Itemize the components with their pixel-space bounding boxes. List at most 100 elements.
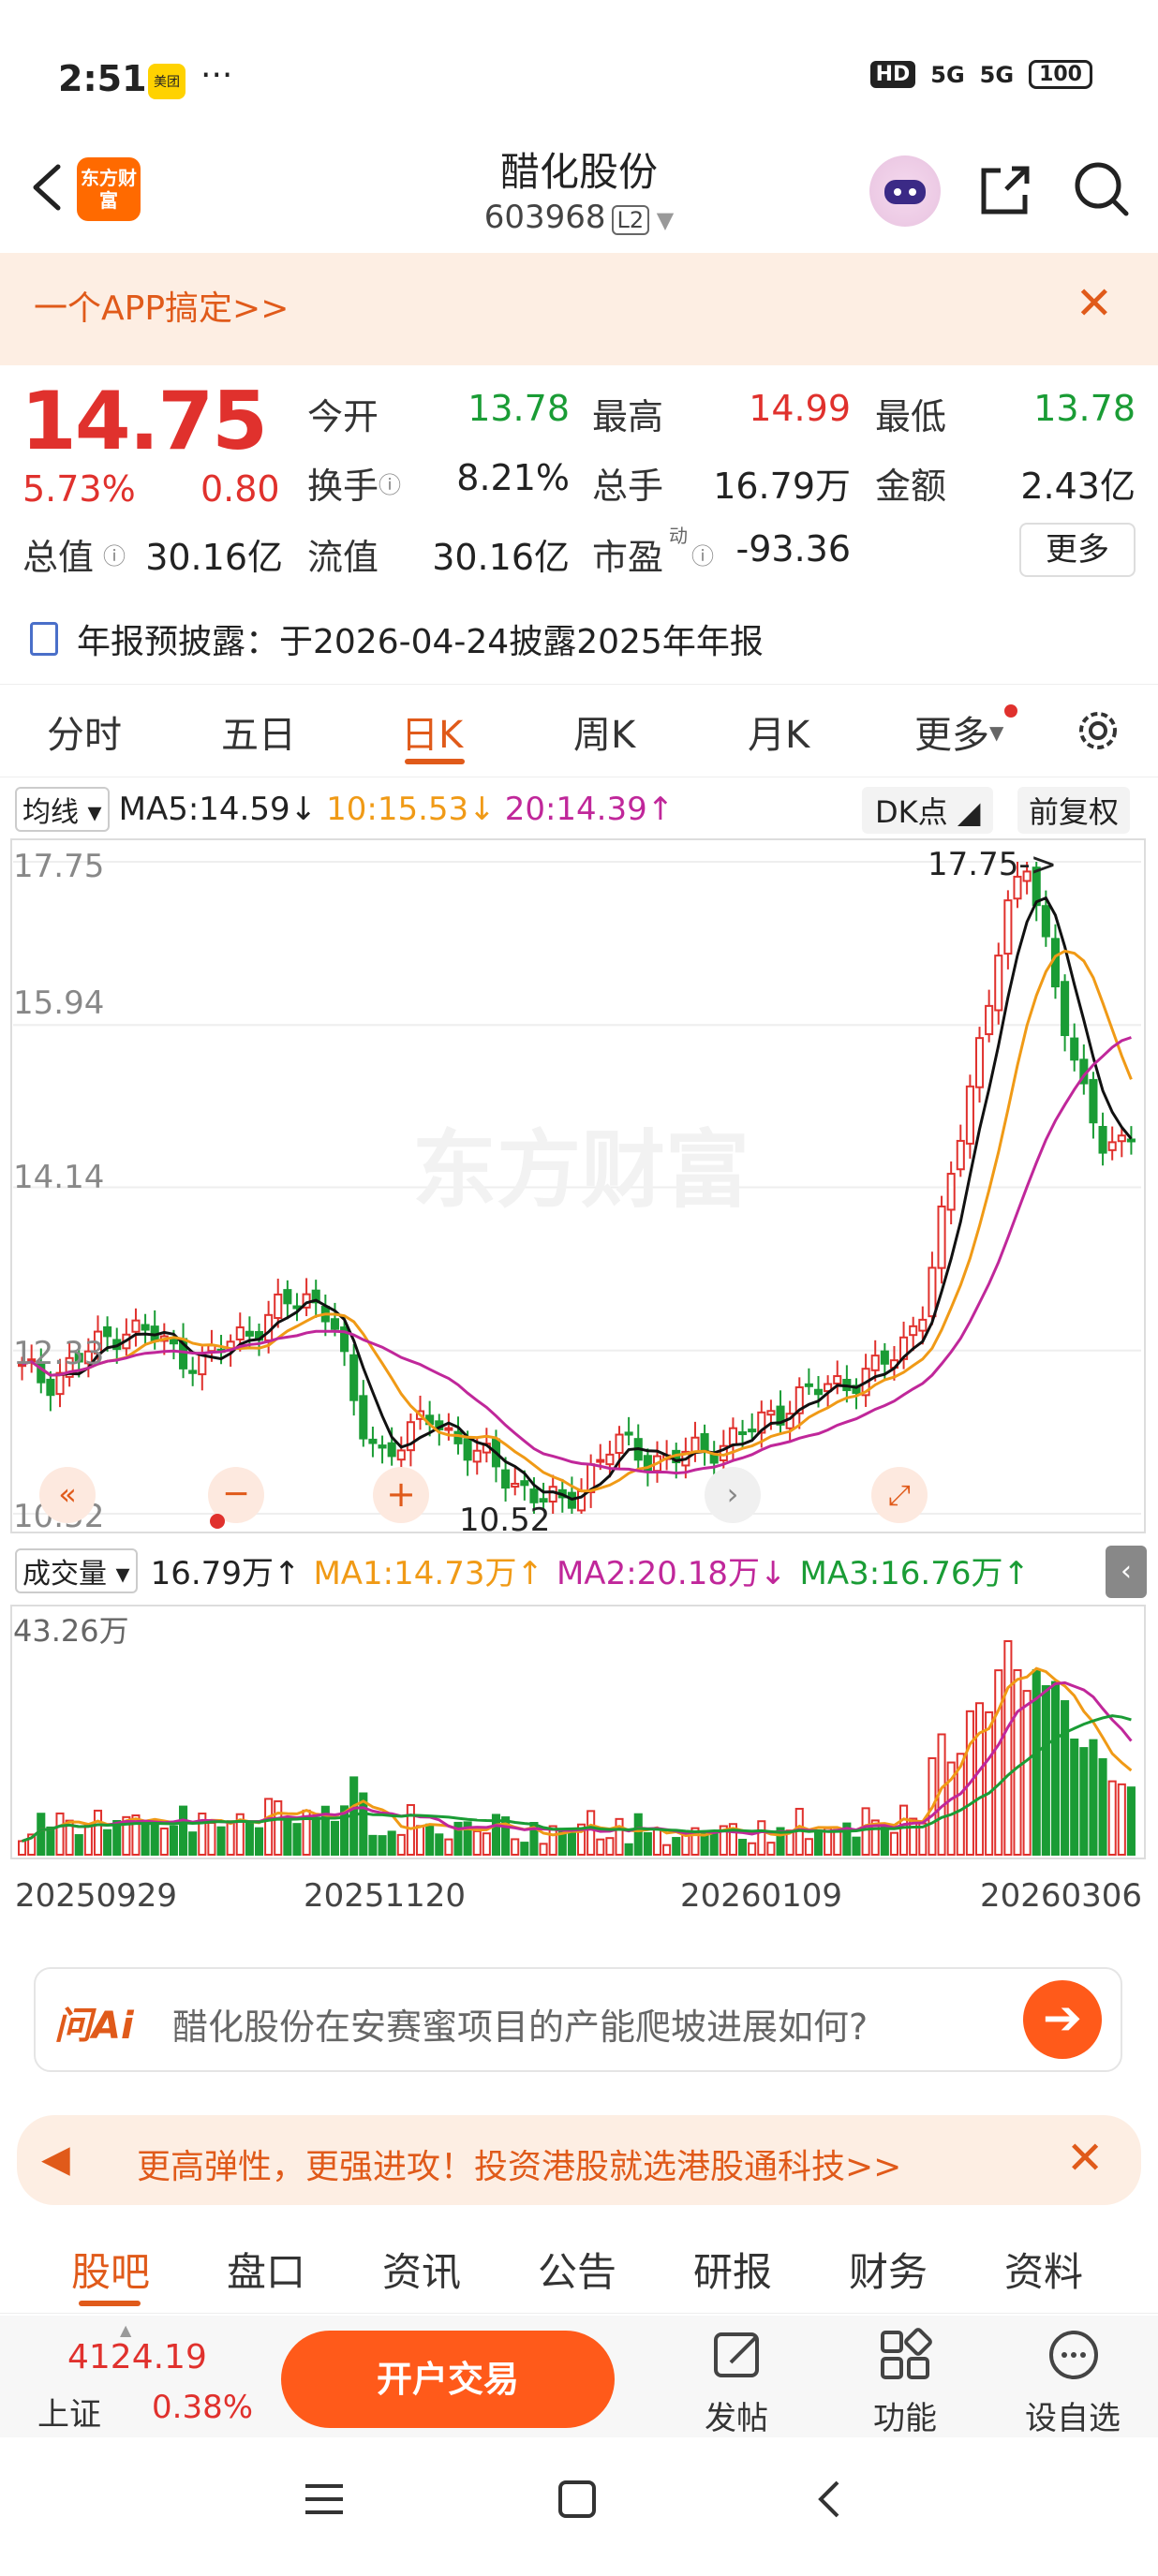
candle-body: [74, 1353, 83, 1363]
dk-point-button[interactable]: DK点 ◢: [862, 787, 994, 834]
chevron-right-icon: ›: [727, 1476, 739, 1512]
tab-monthly-k[interactable]: 月K: [748, 714, 810, 757]
info-icon[interactable]: ⓘ: [103, 543, 126, 570]
tab-announcements[interactable]: 公告: [538, 2249, 617, 2295]
tab-weekly-k[interactable]: 周K: [573, 714, 636, 757]
promo-text[interactable]: 一个APP搞定>>: [34, 289, 290, 328]
volume-bar: [1117, 1783, 1126, 1856]
arrow-right-icon[interactable]: ➔: [1023, 1980, 1102, 2059]
tab-news[interactable]: 资讯: [382, 2249, 462, 2295]
ad-text[interactable]: 更高弹性，更强进攻！投资港股就选港股通科技>>: [137, 2148, 902, 2186]
volume-bar: [320, 1805, 330, 1856]
ai-question-box[interactable]: [34, 1967, 1122, 2072]
close-icon[interactable]: ✕: [1075, 277, 1113, 330]
volume-bar: [577, 1823, 586, 1857]
candle-body: [624, 1431, 633, 1436]
y-tick-label: 14.14: [13, 1159, 104, 1196]
back-arrow-icon[interactable]: [21, 159, 77, 215]
share-icon[interactable]: [974, 159, 1036, 221]
tab-profile[interactable]: 资料: [1004, 2249, 1084, 2295]
info-icon[interactable]: ⓘ: [691, 543, 714, 570]
index-value[interactable]: 4124.19: [67, 2338, 207, 2376]
close-icon[interactable]: ✕: [1066, 2132, 1105, 2184]
info-icon[interactable]: ⓘ: [379, 472, 401, 498]
volume-bar: [359, 1792, 368, 1856]
tab-intraday[interactable]: 分时: [47, 714, 122, 757]
candle-body: [548, 1486, 557, 1503]
candle-body: [766, 1410, 776, 1416]
volume-bar: [216, 1826, 226, 1857]
search-icon[interactable]: [1070, 157, 1132, 219]
collapse-panel-button[interactable]: ‹: [1106, 1546, 1147, 1598]
candle-body: [274, 1293, 283, 1320]
candle-body: [245, 1330, 254, 1337]
back-icon[interactable]: [808, 2477, 853, 2522]
stock-code-row[interactable]: 603968 L2 ▼: [0, 199, 1158, 236]
fullscreen-button[interactable]: [871, 1467, 928, 1523]
candle-body: [918, 1318, 928, 1332]
candle-body: [406, 1421, 415, 1452]
tab-financials[interactable]: 财务: [849, 2249, 928, 2295]
volume-bar: [652, 1827, 662, 1856]
gear-icon[interactable]: [1072, 704, 1124, 757]
kline-chart[interactable]: 东方财富 17.75 15.94 14.14 12.33 10.52 17.75…: [0, 834, 1158, 1536]
volume-bar: [131, 1814, 141, 1857]
candle-body: [349, 1354, 359, 1401]
chart-frame: [10, 838, 1146, 1533]
price-adjust-button[interactable]: 前复权: [1017, 787, 1131, 834]
caret-up-icon: ▲: [120, 2321, 132, 2339]
grid-icon[interactable]: [877, 2327, 933, 2383]
logo-text: 东方财富: [81, 167, 137, 212]
volume-bar: [548, 1825, 557, 1856]
info-tabs: [0, 2220, 1158, 2314]
scroll-right-button[interactable]: [705, 1467, 761, 1523]
post-label[interactable]: 发帖: [705, 2400, 768, 2437]
add-watchlist-icon[interactable]: [1046, 2327, 1102, 2383]
annual-report-disclosure[interactable]: 年报预披露：于2026-04-24披露2025年年报: [30, 614, 764, 663]
volume-bar: [813, 1829, 824, 1857]
zoom-in-button[interactable]: [373, 1467, 429, 1523]
add-watchlist-label[interactable]: 设自选: [1025, 2400, 1121, 2437]
ad-banner[interactable]: [17, 2115, 1141, 2205]
volume-bar: [274, 1799, 283, 1856]
volume-bar: [396, 1833, 406, 1857]
scroll-left-button[interactable]: [39, 1467, 96, 1523]
indicator-select[interactable]: 均线 ▾: [15, 787, 110, 832]
volume-bar: [226, 1820, 235, 1856]
open-account-trade-button[interactable]: 开户交易: [281, 2331, 615, 2428]
document-icon: [30, 622, 58, 656]
tab-research[interactable]: 研报: [693, 2249, 773, 2295]
ai-robot-icon[interactable]: [869, 155, 941, 227]
index-name[interactable]: 上证: [37, 2396, 101, 2434]
status-more-dots: ···: [200, 56, 233, 95]
volume-bar: [103, 1828, 112, 1857]
ai-question-text[interactable]: 醋化股份在安赛蜜项目的产能爬坡进展如何?: [172, 2006, 868, 2048]
volume-bar: [159, 1828, 169, 1857]
post-icon[interactable]: [710, 2327, 766, 2383]
quote-more-button[interactable]: 更多: [1019, 523, 1136, 577]
functions-label[interactable]: 功能: [873, 2400, 937, 2437]
volume-bar: [1098, 1758, 1107, 1856]
tab-more[interactable]: 更多: [914, 714, 989, 757]
candle-body: [131, 1319, 141, 1333]
tab-orderbook[interactable]: 盘口: [227, 2249, 306, 2295]
volume-bar: [974, 1702, 985, 1856]
index-percent[interactable]: 0.38%: [152, 2389, 254, 2426]
tab-forum[interactable]: 股吧: [71, 2249, 151, 2295]
menu-icon[interactable]: [302, 2477, 347, 2522]
turnover-value: 8.21%: [456, 457, 570, 498]
volume-indicator-select[interactable]: 成交量 ▾: [15, 1547, 138, 1593]
zoom-out-button[interactable]: [208, 1467, 264, 1523]
high-value: 14.99: [749, 388, 851, 429]
promo-banner[interactable]: [0, 253, 1158, 365]
tab-5day[interactable]: 五日: [221, 714, 296, 757]
candle-body: [330, 1318, 339, 1330]
volume-bar: [188, 1831, 198, 1856]
volume-chart: 43.26万: [10, 1605, 1146, 1859]
volume-bar: [368, 1834, 378, 1856]
tab-daily-k[interactable]: 日K: [401, 714, 464, 757]
volume-bar: [18, 1840, 27, 1857]
level2-badge: L2: [611, 205, 650, 235]
home-icon[interactable]: [555, 2477, 600, 2522]
mcap-label: 总值: [22, 537, 95, 578]
